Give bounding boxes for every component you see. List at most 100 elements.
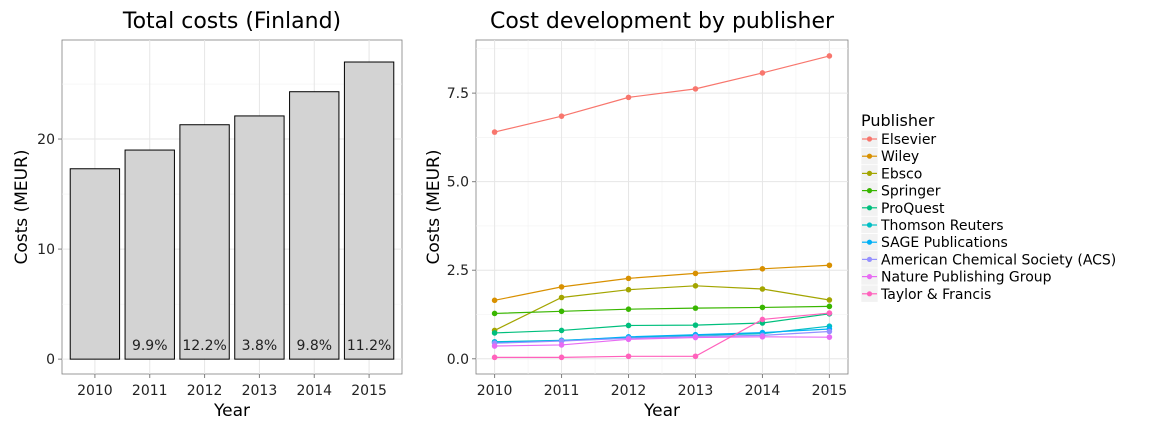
x-tick-label: 2013 [678, 383, 714, 399]
x-tick-label: 2010 [477, 383, 513, 399]
bar-label: 9.8% [296, 338, 332, 354]
legend-key-point [866, 153, 873, 159]
legend-label: Nature Publishing Group [881, 270, 1052, 286]
data-point [692, 283, 699, 289]
series-line [494, 285, 830, 331]
data-point [558, 338, 565, 344]
x-tick-label: 2015 [351, 383, 387, 399]
data-point [625, 353, 632, 360]
y-tick-label: 7.5 [447, 86, 469, 102]
legend-key-point [866, 170, 873, 176]
x-tick-labels: 2010 2011 2012 2013 2014 2015 [77, 374, 387, 399]
legend-key-point [866, 205, 873, 211]
series-line [494, 55, 830, 133]
data-point [558, 327, 565, 334]
x-tick-label: 2013 [242, 383, 278, 399]
data-point [625, 94, 632, 101]
x-tick-labels: 2010 2011 2012 2013 2014 2015 [477, 374, 847, 399]
x-axis-title: Year [213, 401, 250, 421]
data-point [491, 343, 498, 349]
data-point [625, 322, 632, 329]
bar-label: 3.8% [242, 338, 278, 354]
bar-label: 11.2% [347, 338, 391, 354]
data-point [558, 354, 565, 361]
bar [289, 91, 340, 360]
data-point [558, 308, 565, 315]
y-axis-title: Costs (MEUR) [12, 150, 32, 265]
bar-label: 9.9% [132, 338, 168, 354]
y-axis-title: Costs (MEUR) [424, 150, 444, 265]
data-point [491, 310, 498, 317]
data-point [759, 70, 766, 76]
chart-title: Cost development by publisher [490, 9, 835, 34]
series-line [494, 313, 830, 334]
legend-label: SAGE Publications [881, 235, 1008, 251]
x-tick-label: 2015 [812, 383, 848, 399]
data-point [826, 53, 833, 59]
data-point [692, 305, 699, 311]
data-point [692, 270, 699, 277]
legend-key-point [866, 222, 873, 228]
legend-key-point [866, 291, 873, 297]
legend-label: Ebsco [881, 166, 922, 182]
series-lines [494, 55, 830, 358]
data-point [558, 342, 565, 348]
legend-key-point [866, 239, 873, 245]
series-line [494, 312, 830, 358]
data-point [491, 330, 498, 336]
data-point [759, 334, 766, 340]
data-point [491, 354, 498, 361]
data-point [692, 353, 699, 360]
bar-label: 12.2% [182, 338, 226, 354]
data-point [625, 275, 632, 282]
legend-title: Publisher [861, 111, 935, 130]
data-point [692, 322, 699, 328]
data-point [491, 297, 498, 304]
series-line [494, 305, 830, 315]
x-axis-title: Year [643, 401, 680, 421]
x-tick-label: 2012 [187, 383, 223, 399]
bar [124, 149, 175, 360]
y-tick-label: 2.5 [447, 263, 469, 279]
data-point [826, 303, 833, 310]
x-tick-label: 2014 [296, 383, 332, 399]
x-tick-label: 2014 [745, 383, 781, 399]
y-tick-label: 5.0 [447, 175, 469, 191]
legend-label: Springer [881, 184, 941, 200]
legend-label: Wiley [881, 149, 919, 165]
data-point [826, 328, 833, 335]
data-point [759, 286, 766, 292]
bar-labels: 9.9% 12.2% 3.8% 9.8% 11.2% [132, 338, 391, 354]
y-tick-labels: 0 10 20 [37, 132, 62, 368]
data-point [625, 306, 632, 312]
data-point [826, 334, 833, 340]
y-tick-labels: 0.0 2.5 5.0 7.5 [447, 86, 476, 368]
data-point [491, 129, 498, 135]
y-tick-label: 0 [46, 352, 55, 368]
legend-key-point [866, 188, 873, 194]
legend-label: Elsevier [881, 132, 936, 148]
legend-key-point [866, 136, 873, 142]
legend-label: Taylor & Francis [880, 287, 991, 303]
data-point [625, 286, 632, 293]
data-point [558, 284, 565, 290]
bar [343, 61, 395, 360]
legend-key-point [866, 274, 873, 280]
data-point [759, 266, 766, 272]
data-point [692, 86, 699, 92]
legend-label: American Chemical Society (ACS) [881, 252, 1116, 268]
bars [69, 61, 395, 360]
data-point [826, 310, 833, 316]
legend-label: Thomson Reuters [880, 218, 1004, 234]
publisher-costs-chart: Cost development by publisher 0.0 2.5 5.0 7… [424, 9, 1116, 421]
legend-label: ProQuest [881, 201, 945, 217]
data-point [692, 334, 699, 341]
data-point [759, 304, 766, 311]
chart-title: Total costs (Finland) [122, 9, 341, 34]
series-line [494, 264, 830, 301]
series-points [491, 53, 833, 361]
legend-key-point [866, 256, 873, 262]
